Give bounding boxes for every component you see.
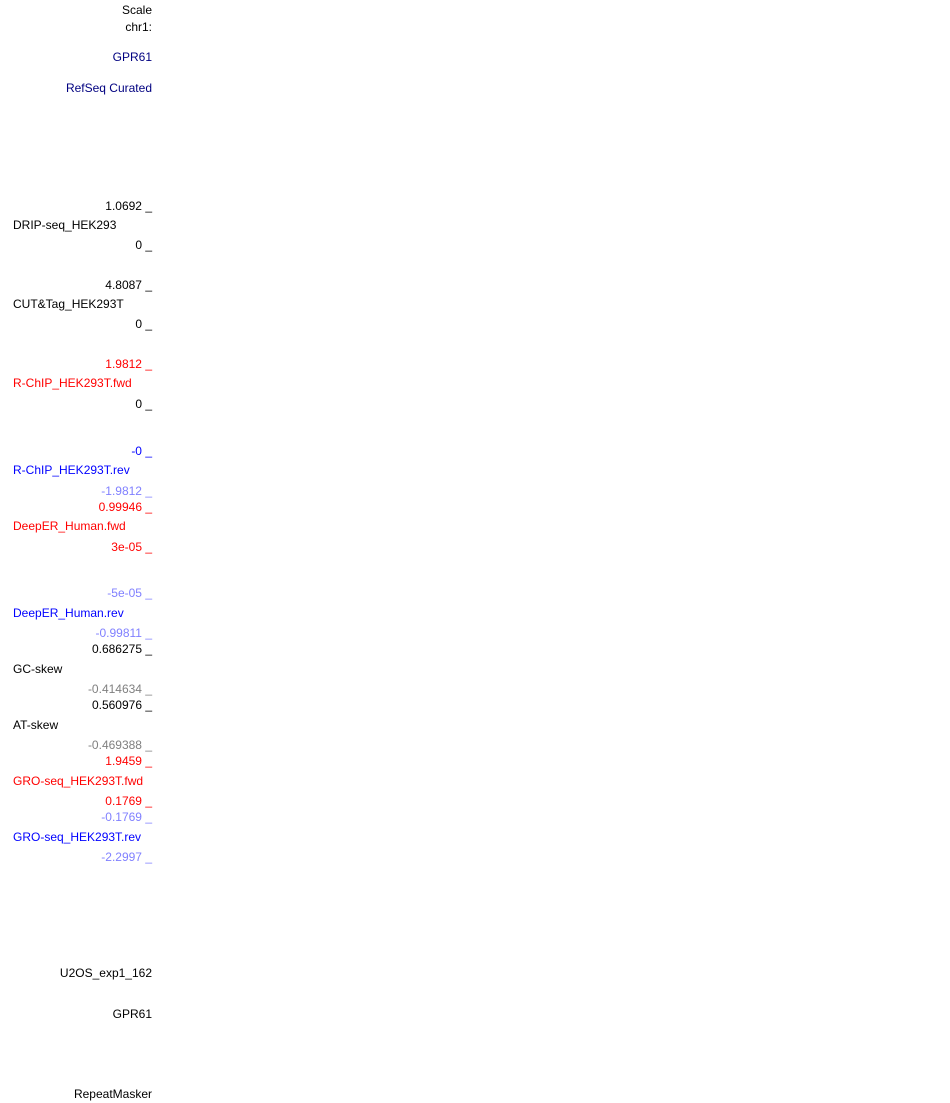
gro-fwd-track-label[interactable]: GRO-seq_HEK293T.fwd bbox=[13, 774, 144, 788]
gro-rev-min: -2.2997 _ bbox=[101, 850, 152, 864]
gc-skew-track-label[interactable]: GC-skew bbox=[13, 662, 63, 676]
cuttag-track-label[interactable]: CUT&Tag_HEK293T bbox=[13, 297, 124, 311]
at-skew-max: 0.560976 _ bbox=[91, 698, 152, 712]
drip-min: 0 _ bbox=[135, 238, 152, 252]
rchip-fwd-track-label[interactable]: R-ChIP_HEK293T.fwd bbox=[13, 376, 132, 390]
deeper-fwd-min: 3e-05 _ bbox=[111, 540, 152, 554]
deeper-rev-max: -5e-05 _ bbox=[107, 586, 152, 600]
rchip-rev-max: -0 _ bbox=[131, 444, 152, 458]
at-skew-min: -0.469388 _ bbox=[87, 738, 152, 752]
u2os-track-label[interactable]: U2OS_exp1_162 bbox=[59, 966, 152, 980]
deeper-fwd-max: 0.99946 _ bbox=[98, 500, 152, 514]
refseq-track-label[interactable]: RefSeq Curated bbox=[65, 81, 152, 95]
gro-fwd-max: 1.9459 _ bbox=[105, 754, 152, 768]
rchip-rev-min: -1.9812 _ bbox=[101, 484, 152, 498]
rchip-fwd-max: 1.9812 _ bbox=[105, 357, 152, 371]
drip-track-label[interactable]: DRIP-seq_HEK293 bbox=[13, 218, 117, 232]
deeper-fwd-track-label[interactable]: DeepER_Human.fwd bbox=[13, 519, 126, 533]
gro-fwd-min: 0.1769 _ bbox=[105, 794, 152, 808]
gene-label-bottom[interactable]: GPR61 bbox=[112, 1007, 152, 1021]
cuttag-min: 0 _ bbox=[135, 317, 152, 331]
scale-label: Scale bbox=[121, 3, 152, 17]
rchip-fwd-min: 0 _ bbox=[135, 397, 152, 411]
repeatmasker-track-label[interactable]: RepeatMasker bbox=[73, 1087, 152, 1101]
deeper-rev-track-label[interactable]: DeepER_Human.rev bbox=[13, 606, 124, 620]
deeper-rev-min: -0.99811 _ bbox=[95, 626, 153, 640]
rchip-rev-track-label[interactable]: R-ChIP_HEK293T.rev bbox=[13, 463, 130, 477]
gro-rev-track-label[interactable]: GRO-seq_HEK293T.rev bbox=[13, 830, 142, 844]
chrom-label: chr1: bbox=[125, 20, 152, 34]
gene-label[interactable]: GPR61 bbox=[112, 50, 152, 64]
track-image-area[interactable] bbox=[160, 0, 950, 1103]
at-skew-track-label[interactable]: AT-skew bbox=[13, 718, 59, 732]
cuttag-max: 4.8087 _ bbox=[105, 278, 152, 292]
drip-max: 1.0692 _ bbox=[105, 199, 152, 213]
gc-skew-max: 0.686275 _ bbox=[91, 642, 152, 656]
gc-skew-min: -0.414634 _ bbox=[87, 682, 152, 696]
gro-rev-max: -0.1769 _ bbox=[101, 810, 152, 824]
